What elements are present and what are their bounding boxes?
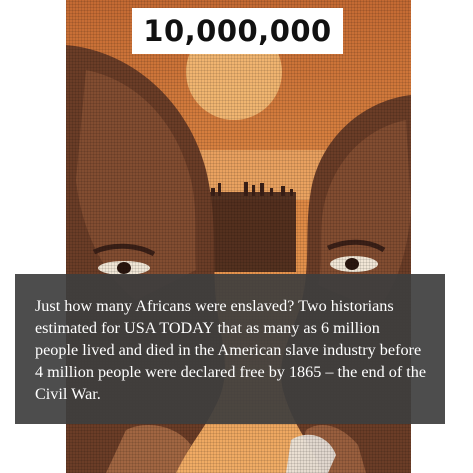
caption-text: Just how many Africans were enslaved? Tw… xyxy=(35,297,427,403)
collar-highlight xyxy=(286,434,336,473)
caption-overlay: Just how many Africans were enslaved? Tw… xyxy=(15,274,445,424)
headline-figure: 10,000,000 xyxy=(143,14,332,48)
left-chin-highlight xyxy=(106,425,191,473)
headline-figure-box: 10,000,000 xyxy=(132,8,343,54)
